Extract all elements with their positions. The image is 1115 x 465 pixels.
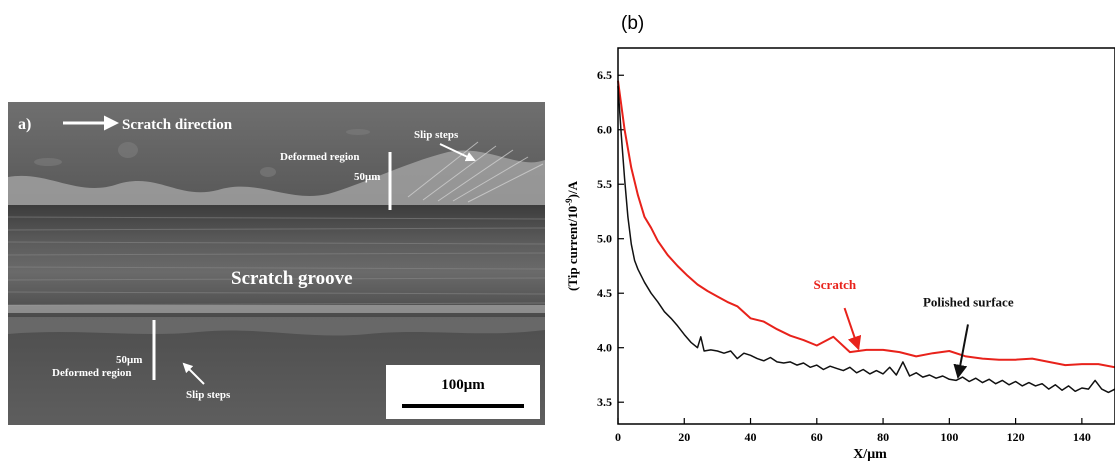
tip-current-chart: (b) 3.5 4.0 4.5 5.0 5.5 6.0 6.5 0 20 40 60 80 100 12…: [564, 13, 1115, 462]
x-axis-label: X/μm: [853, 447, 887, 462]
deformed-region-bottom-label: Deformed region: [52, 367, 132, 379]
y-axis-label-exponent: -9: [564, 198, 574, 206]
sem-groove-striations: [8, 216, 545, 306]
sem-deformed-band-top: [8, 150, 545, 205]
y-tick-label: 4.0: [597, 341, 612, 355]
annotation-arrow: [843, 307, 862, 351]
annotation-label-polished-surface: Polished surface: [923, 294, 1014, 309]
y-tick-label: 4.5: [597, 286, 612, 300]
x-tick-label: 0: [615, 430, 621, 444]
y-axis-label-suffix: )/A: [565, 180, 580, 198]
y-tick-label: 6.5: [597, 68, 612, 82]
y-tick-label: 5.0: [597, 232, 612, 246]
y-axis-label: (Tip current/10-9)/A: [564, 180, 580, 291]
series-line-polished-surface: [617, 86, 1115, 394]
x-tick-label: 20: [678, 430, 690, 444]
y-tick-label: 3.5: [597, 395, 612, 409]
x-tick-label: 40: [745, 430, 757, 444]
chart-panel-label: (b): [621, 13, 644, 34]
scale-bar-label: 100μm: [441, 377, 485, 393]
scale-bar-box: [386, 365, 540, 419]
slip-steps-bottom-arrow: [182, 362, 205, 385]
scratch-groove-label: Scratch groove: [231, 268, 353, 289]
sem-scratch-groove: [8, 205, 545, 317]
sem-groove-bright-edge: [8, 305, 545, 313]
series-layer: [617, 80, 1115, 394]
x-tick-label: 120: [1007, 430, 1025, 444]
slip-steps-bottom-label: Slip steps: [186, 389, 231, 401]
sem-slip-lines: [407, 141, 544, 203]
sem-upper-texture: [34, 129, 370, 177]
annotation-layer: Scratch Polished surface: [814, 277, 1014, 379]
deformed-region-top-label: Deformed region: [280, 151, 360, 163]
y-axis-label-prefix: (Tip current/10: [565, 206, 580, 291]
x-tick-label: 60: [811, 430, 823, 444]
x-tick-label: 80: [877, 430, 889, 444]
plot-frame: [617, 47, 1115, 425]
x-tick-label: 100: [940, 430, 958, 444]
annotation-arrow: [953, 324, 969, 379]
slip-steps-top-arrow: [439, 143, 476, 162]
y-tick-label: 5.5: [597, 177, 612, 191]
annotation-label-scratch: Scratch: [814, 277, 857, 292]
sem-panel-label: a): [18, 116, 31, 133]
scratch-direction-label: Scratch direction: [122, 117, 233, 133]
series-line-scratch: [617, 80, 1115, 369]
deformed-region-top-width: 50μm: [354, 171, 380, 183]
y-tick-label: 6.0: [597, 123, 612, 137]
y-axis-ticks: 3.5 4.0 4.5 5.0 5.5 6.0 6.5: [597, 68, 624, 409]
slip-steps-top-label: Slip steps: [414, 129, 459, 141]
sem-deformed-band-bottom: [8, 317, 545, 336]
sem-micrograph: a) Scratch direction Slip steps Deformed…: [8, 102, 545, 425]
x-tick-label: 140: [1073, 430, 1091, 444]
deformed-region-bottom-width: 50μm: [116, 354, 142, 366]
x-axis-ticks: 0 20 40 60 80 100 120 140: [615, 418, 1091, 444]
